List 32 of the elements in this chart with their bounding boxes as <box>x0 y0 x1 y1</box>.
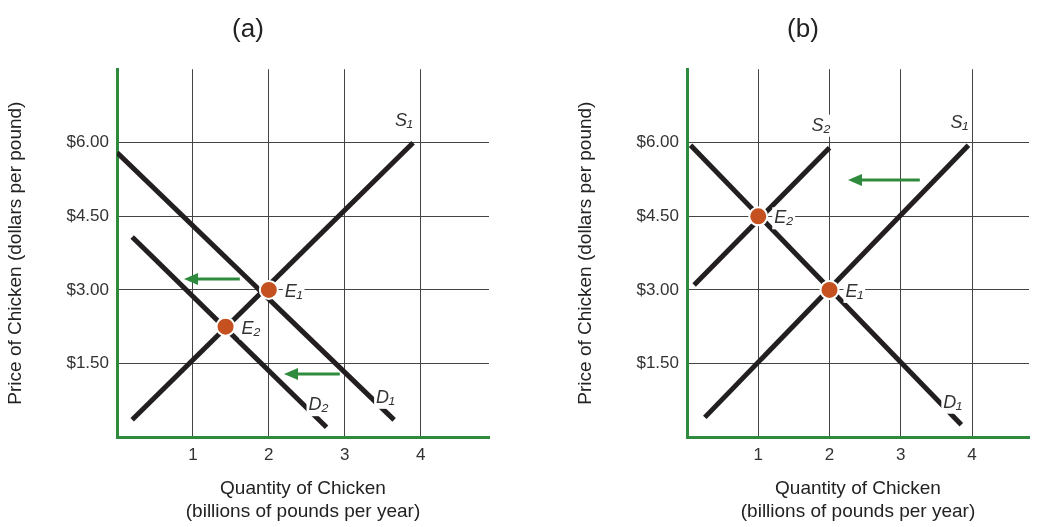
series-label: S₂ <box>811 114 831 135</box>
x-tick-label: 3 <box>340 444 350 464</box>
annotation: E₁ <box>845 280 864 301</box>
series-label: D₁ <box>943 391 963 412</box>
x-tick-label: 2 <box>264 444 274 464</box>
y-tick-label: $6.00 <box>66 132 109 152</box>
y-tick-label: $1.50 <box>636 353 679 373</box>
x-tick-label: 4 <box>967 444 977 464</box>
series-label: S₁ <box>395 109 414 130</box>
annotation: E₂ <box>241 317 261 338</box>
y-axis-title: Price of Chicken (dollars per pound) <box>3 101 25 405</box>
x-axis-title: Quantity of Chicken (billions of pounds per year) <box>740 477 976 521</box>
y-tick-label: $1.50 <box>66 353 109 373</box>
y-tick-label: $4.50 <box>66 206 109 226</box>
y-tick-label: $3.00 <box>636 279 679 299</box>
x-tick-label: 4 <box>415 444 426 464</box>
y-tick-label: $3.00 <box>66 279 109 299</box>
y-tick-label: $6.00 <box>636 132 679 152</box>
series-label: S₁ <box>950 112 969 133</box>
series-label: D₂ <box>308 394 329 415</box>
x-tick-label: 2 <box>824 444 835 464</box>
series-label: D₁ <box>376 386 396 407</box>
chart-title: (b) <box>787 12 819 43</box>
x-tick-label: 1 <box>188 444 198 464</box>
y-axis-title: Price of Chicken (dollars per pound) <box>573 101 595 405</box>
x-axis-title: Quantity of Chicken (billions of pounds per year) <box>185 477 421 521</box>
annotation: E₂ <box>774 207 794 228</box>
y-tick-label: $4.50 <box>636 206 679 226</box>
chart-title: (a) <box>232 12 264 43</box>
x-tick-label: 1 <box>753 444 763 464</box>
x-tick-label: 3 <box>896 444 906 464</box>
annotation: E₁ <box>284 280 303 301</box>
